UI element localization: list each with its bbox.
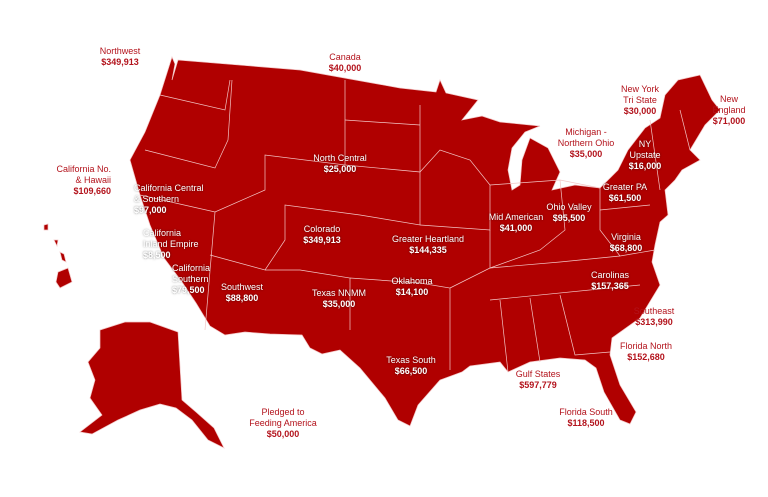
- region-label-colorado: Colorado $349,913: [303, 224, 341, 246]
- region-name: Ohio Valley: [546, 202, 592, 212]
- region-name: California No.: [56, 164, 111, 174]
- region-name: Pledged to: [261, 407, 305, 417]
- region-name: North Central: [313, 153, 367, 163]
- region-name: Florida North: [619, 341, 673, 351]
- region-name: California: [143, 228, 182, 238]
- region-label-florida-south: Florida South $118,500: [559, 407, 613, 429]
- region-name: Feeding America: [249, 418, 317, 428]
- region-amount: $349,913: [101, 57, 139, 67]
- region-name: Southern: [172, 274, 209, 284]
- region-name: Northern Ohio: [557, 138, 615, 148]
- region-label-ny-upstate: NY Upstate $16,000: [629, 139, 662, 172]
- region-label-virginia: Virginia $68,800: [610, 232, 643, 254]
- region-name: Texas South: [386, 355, 436, 365]
- region-amount: $16,000: [628, 161, 662, 171]
- region-name: Inland Empire: [143, 239, 199, 249]
- region-name: Northwest: [99, 46, 141, 56]
- region-label-california-inland-empire: California Inland Empire $8,500: [143, 228, 199, 261]
- region-name: Canada: [329, 52, 361, 62]
- region-amount: $14,100: [395, 287, 429, 297]
- region-label-southeast: Southeast $313,990: [634, 306, 675, 328]
- region-amount: $597,779: [519, 380, 557, 390]
- region-name: Greater Heartland: [391, 234, 465, 244]
- region-label-california-no-hawaii: California No. & Hawaii $109,660: [56, 164, 111, 197]
- region-name: California Central: [134, 183, 204, 193]
- region-label-ohio-valley: Ohio Valley $95,500: [546, 202, 591, 224]
- region-name: Oklahoma: [391, 276, 433, 286]
- region-label-mid-american: Mid American $41,000: [489, 212, 544, 234]
- contiguous-us-shape: [129, 55, 721, 427]
- region-amount: $71,000: [712, 116, 746, 126]
- region-label-southwest: Southwest $88,800: [221, 282, 263, 304]
- region-name: Upstate: [629, 150, 661, 160]
- region-amount: $313,990: [635, 317, 673, 327]
- region-name: California: [172, 263, 211, 273]
- region-amount: $68,800: [609, 243, 643, 253]
- region-amount: $349,913: [303, 235, 341, 245]
- region-amount: $157,365: [591, 281, 629, 291]
- region-name: & Southern: [134, 194, 180, 204]
- region-amount: $66,500: [394, 366, 428, 376]
- region-amount: $35,000: [569, 149, 603, 159]
- region-label-canada: Canada $40,000: [329, 52, 362, 74]
- region-amount: $25,000: [323, 164, 357, 174]
- region-name: England: [712, 105, 746, 115]
- region-amount: $88,800: [225, 293, 259, 303]
- region-name: & Hawaii: [75, 175, 111, 185]
- region-amount: $41,000: [499, 223, 533, 233]
- region-amount: $95,500: [552, 213, 586, 223]
- region-name: Greater PA: [602, 182, 648, 192]
- region-label-michigan-northern-ohio: Michigan - Northern Ohio $35,000: [558, 127, 615, 160]
- region-name: Gulf States: [515, 369, 561, 379]
- hawaii-big-island-shape: [55, 267, 73, 289]
- hawaii-islands-shape: [43, 223, 67, 263]
- region-name: Virginia: [611, 232, 641, 242]
- region-name: Tri State: [623, 95, 657, 105]
- alaska-shape: [79, 321, 225, 449]
- region-name: Florida South: [559, 407, 613, 417]
- region-amount: $97,000: [134, 205, 167, 215]
- region-label-florida-north: Florida North $152,680: [620, 341, 672, 363]
- region-name: Southeast: [633, 306, 675, 316]
- region-name: New York: [620, 84, 660, 94]
- region-label-north-central: North Central $25,000: [313, 153, 367, 175]
- region-amount: $109,660: [73, 186, 111, 196]
- region-label-gulf-states: Gulf States $597,779: [516, 369, 561, 391]
- region-label-northwest: Northwest $349,913: [100, 46, 141, 68]
- region-name: Carolinas: [590, 270, 630, 280]
- region-label-new-york-tri-state: New York Tri State $30,000: [621, 84, 659, 117]
- region-label-texas-south: Texas South $66,500: [386, 355, 436, 377]
- region-label-texas-nnmm: Texas NNMM $35,000: [312, 288, 366, 310]
- region-amount: $40,000: [328, 63, 362, 73]
- region-label-california-central-southern: California Central & Southern $97,000: [134, 183, 204, 216]
- region-name: Texas NNMM: [311, 288, 367, 298]
- region-name: Michigan -: [565, 127, 607, 137]
- region-amount: $35,000: [322, 299, 356, 309]
- region-label-greater-pa: Greater PA $61,500: [603, 182, 647, 204]
- region-amount: $144,335: [409, 245, 447, 255]
- region-label-california-southern: California Southern $79,500: [172, 263, 210, 296]
- region-label-new-england: New England $71,000: [712, 94, 745, 127]
- region-amount: $50,000: [266, 429, 300, 439]
- region-amount: $8,500: [143, 250, 171, 260]
- region-name: Colorado: [303, 224, 341, 234]
- region-name: Mid American: [488, 212, 544, 222]
- region-amount: $152,680: [627, 352, 665, 362]
- region-name: New: [719, 94, 738, 104]
- region-name: NY: [638, 139, 652, 149]
- region-amount: $79,500: [172, 285, 205, 295]
- region-amount: $61,500: [608, 193, 642, 203]
- region-label-carolinas: Carolinas $157,365: [591, 270, 629, 292]
- region-label-oklahoma: Oklahoma $14,100: [391, 276, 432, 298]
- region-amount: $30,000: [623, 106, 657, 116]
- region-label-greater-heartland: Greater Heartland $144,335: [392, 234, 464, 256]
- region-label-feeding-america: Pledged to Feeding America $50,000: [249, 407, 317, 440]
- region-name: Southwest: [220, 282, 264, 292]
- state-borders: [139, 79, 691, 373]
- region-amount: $118,500: [567, 418, 605, 428]
